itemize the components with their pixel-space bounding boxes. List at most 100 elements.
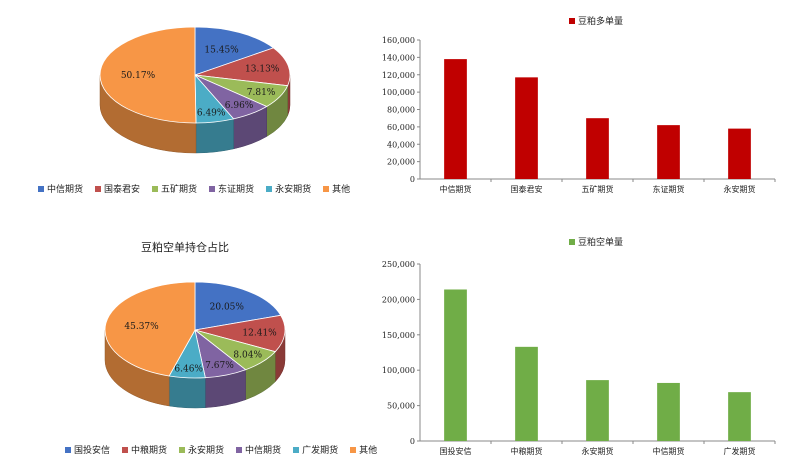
- legend-label: 其他: [359, 446, 378, 456]
- y-tick-label: 100,000: [382, 88, 415, 97]
- pie-slice-side: [168, 375, 206, 409]
- y-tick-label: 160,000: [382, 36, 415, 45]
- y-tick-label: 0: [410, 437, 415, 446]
- bar: [444, 289, 467, 441]
- legend-swatch: [323, 185, 330, 192]
- legend-item: 其他: [323, 182, 350, 195]
- legend-label: 永安期货: [275, 185, 312, 195]
- pie-chart-short-title: 豆粕空单持仓占比: [141, 241, 229, 254]
- y-tick-label: 150,000: [382, 331, 415, 340]
- bar-chart-short: 豆粕空单量 0 50,000 100,000 150,000 200,000 250,000…: [370, 232, 790, 467]
- legend-swatch: [38, 185, 44, 192]
- pie-slice: [194, 314, 286, 353]
- legend-item: 中信期货: [38, 182, 83, 195]
- x-tick-label: 永安期货: [582, 446, 614, 456]
- bar: [586, 118, 609, 179]
- x-tick-label: 中信期货: [653, 446, 685, 456]
- pie-slice: [104, 281, 196, 377]
- bar-legend-label: 豆粕多单量: [578, 15, 623, 27]
- legend-item: 国投安信: [65, 443, 110, 456]
- legend-item: 中信期货: [236, 443, 281, 456]
- legend-item: 国泰君安: [95, 182, 140, 195]
- bar-legend-label: 豆粕空单量: [578, 236, 623, 248]
- legend-item: 五矿期货: [152, 182, 197, 195]
- bar: [657, 125, 680, 179]
- pie-slice: [194, 281, 282, 331]
- y-tick-label: 60,000: [387, 123, 415, 132]
- pie-data-label: 6.96%: [225, 101, 254, 111]
- y-tick-label: 50,000: [387, 402, 415, 411]
- pie-chart-short-legend: 国投安信 中粮期货 永安期货 中信期货 广发期货 其他: [65, 443, 377, 456]
- pie-data-label: 6.49%: [197, 109, 226, 119]
- pie-slice: [194, 26, 275, 76]
- x-tick-label: 东证期货: [653, 184, 685, 194]
- x-tick-label: 永安期货: [724, 184, 756, 194]
- y-tick-label: 0: [410, 175, 415, 184]
- legend-swatch: [122, 446, 129, 453]
- legend-label: 永安期货: [188, 446, 225, 456]
- legend-label: 东证期货: [218, 185, 255, 195]
- legend-swatch: [65, 446, 71, 453]
- legend-item: 其他: [350, 443, 377, 456]
- bar-legend-swatch: [569, 18, 575, 24]
- legend-item: 永安期货: [179, 443, 224, 456]
- legend-swatch: [179, 446, 186, 453]
- legend-label: 中信期货: [245, 446, 282, 456]
- bar-chart-short-svg: 豆粕空单量 0 50,000 100,000 150,000 200,000 250,000…: [382, 236, 776, 456]
- legend-swatch: [266, 185, 273, 192]
- x-tick-label: 国投安信: [440, 446, 472, 456]
- bar: [728, 128, 751, 179]
- y-tick-label: 100,000: [382, 366, 415, 375]
- y-tick-label: 140,000: [382, 53, 415, 62]
- legend-swatch: [209, 185, 216, 192]
- legend-label: 五矿期货: [161, 185, 198, 195]
- y-tick-label: 80,000: [387, 106, 415, 115]
- x-tick-label: 国泰君安: [511, 184, 543, 194]
- bar-chart-long: 豆粕多单量 0 20,000 40,000 60,000 80,000 100,000 120…: [370, 5, 790, 205]
- bar: [657, 382, 680, 441]
- legend-item: 广发期货: [293, 443, 338, 456]
- pie-data-label: 7.67%: [205, 361, 234, 371]
- legend-swatch: [152, 185, 159, 192]
- bar: [515, 346, 538, 441]
- legend-swatch: [350, 446, 357, 453]
- pie-chart-long: 15.45% 13.13% 7.81% 6.96% 6.49% 50.17%: [80, 5, 310, 185]
- legend-item: 东证期货: [209, 182, 254, 195]
- legend-label: 广发期货: [302, 446, 339, 456]
- x-tick-label: 广发期货: [724, 446, 756, 456]
- y-tick-label: 120,000: [382, 71, 415, 80]
- bar-legend-swatch: [569, 239, 575, 245]
- pie-slice: [194, 47, 291, 87]
- pie-chart-long-svg: 15.45% 13.13% 7.81% 6.96%6.49% 50.17%: [99, 26, 291, 154]
- x-tick-label: 中粮期货: [511, 446, 543, 456]
- y-tick-label: 20,000: [387, 158, 415, 167]
- y-tick-label: 40,000: [387, 140, 415, 149]
- legend-label: 国泰君安: [104, 185, 141, 195]
- pie-data-label: 15.45%: [204, 46, 239, 56]
- legend-label: 中信期货: [47, 185, 84, 195]
- legend-swatch: [95, 185, 102, 192]
- pie-chart-short-svg: 20.05% 12.41% 8.04%7.67%6.46% 45.37%: [104, 281, 286, 409]
- legend-swatch: [236, 446, 243, 453]
- bar: [515, 77, 538, 179]
- pie-data-label: 20.05%: [210, 303, 245, 313]
- pie-slice: [99, 26, 197, 124]
- pie-data-label: 8.04%: [233, 351, 262, 361]
- pie-data-label: 45.37%: [124, 322, 159, 332]
- y-tick-label: 250,000: [382, 260, 415, 269]
- legend-label: 中粮期货: [131, 446, 168, 456]
- pie-data-label: 13.13%: [245, 65, 280, 75]
- legend-item: 中粮期货: [122, 443, 167, 456]
- x-tick-label: 中信期货: [440, 184, 472, 194]
- legend-label: 国投安信: [74, 446, 111, 456]
- legend-item: 永安期货: [266, 182, 311, 195]
- pie-slice-side: [195, 118, 234, 154]
- x-tick-label: 五矿期货: [582, 184, 614, 194]
- bar: [728, 392, 751, 441]
- pie-chart-long-legend: 中信期货 国泰君安 五矿期货 东证期货 永安期货 其他: [38, 182, 350, 195]
- pie-data-label: 7.81%: [247, 88, 276, 98]
- legend-swatch: [293, 446, 300, 453]
- bar-chart-long-svg: 豆粕多单量 0 20,000 40,000 60,000 80,000 100,000 120…: [382, 15, 776, 194]
- y-tick-label: 200,000: [382, 295, 415, 304]
- pie-chart-short: 20.05% 12.41% 8.04% 7.67% 6.46% 45.37%: [80, 258, 310, 433]
